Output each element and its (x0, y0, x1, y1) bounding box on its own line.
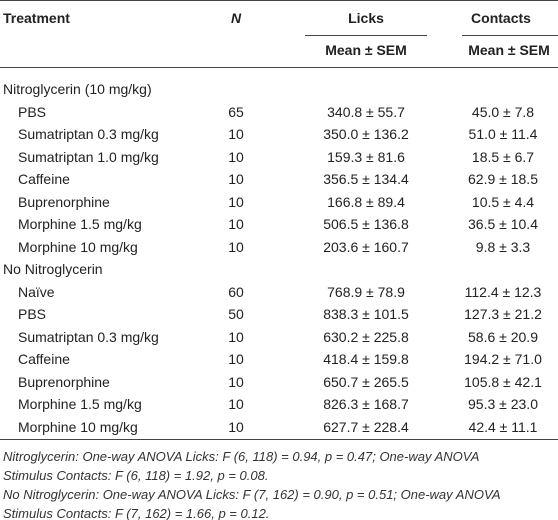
n-cell: 10 (228, 193, 244, 210)
n-cell: 60 (228, 283, 244, 300)
header-cell: Contacts (471, 10, 531, 26)
header-cell: Mean ± SEM (325, 42, 407, 58)
licks-cell: 650.7 ± 265.5 (323, 373, 409, 390)
licks-cell: 350.0 ± 136.2 (323, 126, 409, 142)
licks-cell: 340.8 ± 55.7 (327, 103, 405, 120)
contacts-cell: 62.9 ± 18.5 (468, 171, 538, 187)
licks-cell: 630.2 ± 225.8 (323, 328, 409, 345)
n-cell: 50 (228, 306, 244, 322)
contacts-cell: 194.2 ± 71.0 (464, 351, 542, 367)
contacts-cell: 42.4 ± 11.1 (468, 418, 538, 435)
contacts-cell: 95.3 ± 23.0 (468, 396, 538, 412)
treatment-cell: PBS (18, 103, 47, 120)
contacts-cell: 58.6 ± 20.9 (468, 328, 538, 345)
treatment-cell: PBS (18, 306, 47, 322)
footnote: Stimulus Contacts: F (7, 162) = 1.66, p … (3, 506, 270, 520)
treatment-cell: Morphine 1.5 mg/kg (18, 216, 142, 232)
n-cell: 65 (228, 103, 244, 120)
bottom-rule (0, 439, 558, 440)
n-cell: 10 (228, 418, 244, 435)
header-cell: N (230, 10, 242, 26)
group-rule (462, 35, 558, 36)
licks-cell: 356.5 ± 134.4 (323, 171, 409, 187)
treatment-cell: Sumatriptan 0.3 mg/kg (18, 126, 159, 142)
treatment-cell: Morphine 10 mg/kg (18, 418, 138, 435)
treatment-cell: Caffeine (18, 171, 70, 187)
n-cell: 10 (228, 238, 244, 255)
contacts-cell: 51.0 ± 11.4 (468, 126, 538, 142)
footnote: Stimulus Contacts: F (6, 118) = 1.92, p … (3, 468, 269, 483)
treatment-cell: Sumatriptan 0.3 mg/kg (18, 328, 159, 345)
n-cell: 10 (228, 148, 244, 165)
contacts-cell: 112.4 ± 12.3 (464, 283, 542, 300)
header-cell: Treatment (3, 10, 70, 26)
header-cell: Licks (348, 10, 384, 26)
header-cell: Mean ± SEM (468, 42, 550, 58)
n-cell: 10 (228, 396, 244, 412)
contacts-cell: 36.5 ± 10.4 (468, 216, 538, 232)
licks-cell: 826.3 ± 168.7 (323, 396, 409, 412)
licks-cell: 159.3 ± 81.6 (327, 148, 405, 165)
group-rule (305, 35, 427, 36)
treatment-cell: Morphine 10 mg/kg (18, 238, 138, 255)
n-cell: 10 (228, 216, 244, 232)
group-label: No Nitroglycerin (3, 261, 103, 277)
treatment-cell: Sumatriptan 1.0 mg/kg (18, 148, 159, 165)
treatment-cell: Buprenorphine (18, 193, 110, 210)
treatment-cell: Caffeine (18, 351, 70, 367)
n-cell: 10 (228, 126, 244, 142)
licks-cell: 506.5 ± 136.8 (323, 216, 409, 232)
licks-cell: 203.6 ± 160.7 (323, 238, 409, 255)
footnote: No Nitroglycerin: One-way ANOVA Licks: F… (3, 487, 501, 502)
treatment-cell: Naïve (18, 283, 55, 300)
licks-cell: 166.8 ± 89.4 (327, 193, 405, 210)
footnote: Nitroglycerin: One-way ANOVA Licks: F (6… (3, 449, 480, 464)
contacts-cell: 10.5 ± 4.4 (471, 193, 535, 210)
treatment-cell: Buprenorphine (18, 373, 110, 390)
licks-cell: 418.4 ± 159.8 (323, 351, 409, 367)
header-rule (0, 67, 558, 68)
contacts-cell: 9.8 ± 3.3 (475, 238, 531, 255)
n-cell: 10 (228, 328, 244, 345)
contacts-cell: 18.5 ± 6.7 (471, 148, 535, 165)
contacts-cell: 105.8 ± 42.1 (464, 373, 542, 390)
contacts-cell: 45.0 ± 7.8 (471, 103, 535, 120)
contacts-cell: 127.3 ± 21.2 (464, 306, 542, 322)
n-cell: 10 (228, 373, 244, 390)
licks-cell: 838.3 ± 101.5 (323, 306, 409, 322)
treatment-cell: Morphine 1.5 mg/kg (18, 396, 142, 412)
top-rule (0, 0, 558, 1)
licks-cell: 627.7 ± 228.4 (323, 418, 409, 435)
n-cell: 10 (228, 351, 244, 367)
n-cell: 10 (228, 171, 244, 187)
licks-cell: 768.9 ± 78.9 (327, 283, 405, 300)
group-label: Nitroglycerin (10 mg/kg) (3, 81, 152, 97)
